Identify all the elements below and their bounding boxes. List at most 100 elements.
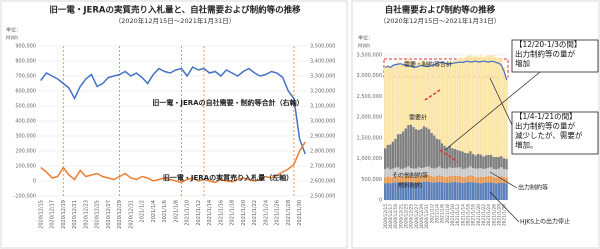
bar-segment [461,176,464,184]
bar-segment [389,144,392,170]
bar-segment [456,175,459,183]
bar-segment [484,155,488,169]
bar-segment [396,61,400,135]
bar-segment [461,151,464,169]
x-tick-label: 2020/12/17 [50,200,56,229]
bar-segment [438,181,441,200]
bar-segment [412,62,415,128]
bar-segment [448,182,451,200]
bar-segment [497,176,500,184]
callout-text: 増加。 [515,140,538,150]
bar-segment [502,183,506,200]
bar-segment [464,176,467,183]
bar-segment [420,182,423,200]
x-tick-label: 2020/12/21 [398,204,404,229]
bar-segment [384,177,387,184]
bar-segment [402,131,405,169]
x-tick-label: 2021/1/26 [275,200,281,226]
y-tick-label: 2,000,000 [357,115,382,121]
x-tick-label: 2021/1/2 [429,204,435,224]
bar-segment [417,182,420,200]
bar-segment [443,62,446,146]
bar-segment [399,133,402,169]
bar-segment [453,59,457,150]
x-tick-label: 2020/12/29 [117,200,123,229]
callout-text: 【1/4-1/21の間】 [515,112,577,121]
bar-segment [492,156,495,169]
bar-segment [409,60,413,125]
bar-segment [466,153,469,168]
bar-segment [464,57,467,153]
unit: MWh [358,44,370,50]
bar-segment [446,176,449,184]
bar-segment [399,168,402,177]
bar-segment [417,175,420,183]
bar-segment [409,168,413,176]
bar-segment [417,61,420,130]
bar-segment [384,148,387,169]
x-tick-label: 2021/1/10 [185,200,191,226]
x-tick-label: 2021/1/8 [173,200,179,222]
bar-segment [495,177,498,184]
x-tick-label: 2020/12/15 [38,200,44,229]
bar-segment [386,183,389,200]
x-tick-label: 2021/1/16 [218,200,224,226]
x-tick-label: 2021/1/20 [241,200,247,226]
bar-segment [438,62,441,140]
series-label: 燃料制約 [398,182,422,190]
bar-segment [389,67,392,145]
bar-segment [430,132,433,169]
bar-segment [404,175,407,183]
bar-segment [415,129,418,169]
bar-segment [474,176,477,183]
bar-segment [482,176,485,184]
bar-segment [458,167,462,176]
bar-segment [477,183,480,200]
chart-subtitle: （2020年12月15日～2021年1月31日） [380,16,501,25]
y-tick-label: 900,000 [15,44,36,50]
bar-segment [477,168,480,177]
y-tick-label: 2,500,000 [357,94,382,100]
series-label: 旧一電・JERAの実質売り入札量（左軸） [163,173,293,182]
y-tick-label: 2,800,000 [310,149,335,155]
bar-segment [492,176,495,184]
x-tick-label: 2020/12/19 [61,200,67,229]
y-tick-label: 2,600,000 [310,179,335,185]
x-tick-label: 2021/1/12 [455,204,461,226]
bar-segment [500,156,503,168]
bar-segment [394,167,397,176]
bar-segment [495,169,498,178]
bar-segment [489,167,493,176]
x-tick-label: 2021/1/10 [450,204,456,226]
bar-segment [448,60,451,146]
bar-segment [404,182,407,200]
bar-segment [422,181,426,200]
bar-segment [456,149,459,168]
bar-segment [425,63,428,128]
bar-segment [420,60,423,129]
series-label: 旧一電・JERAの自社需要・制約等合計（右軸） [152,98,303,107]
bar-segment [394,175,397,183]
bar-segment [402,62,405,132]
bar-segment [477,176,480,184]
bar-segment [461,183,464,200]
x-tick-label: 2021/1/4 [151,200,157,222]
bar-segment [420,128,423,169]
y-tick-label: 3,000,000 [310,119,335,125]
y-tick-label: 0 [33,179,36,185]
bar-segment [391,182,395,200]
y-tick-label: 2,700,000 [310,164,335,170]
callout-text: 出力制約等の量が [515,121,575,131]
bar-segment [394,138,397,168]
bar-segment [479,176,482,184]
bar-segment [396,175,400,183]
bar-segment [415,183,418,200]
bar-segment [399,176,402,184]
bar-segment [451,148,454,169]
bar-segment [505,169,508,178]
bar-segment [391,168,395,177]
bar-segment [482,168,485,177]
bar-segment [469,175,472,182]
bar-segment [469,181,472,200]
bar-segment [487,175,490,183]
